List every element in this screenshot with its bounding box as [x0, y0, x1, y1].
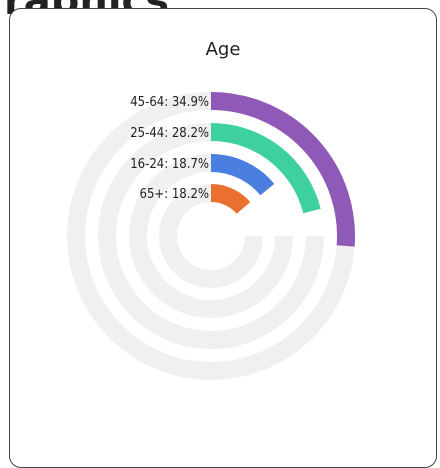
chart-title: Age: [205, 39, 241, 60]
chart-bars: [210, 92, 355, 247]
label-16-24: 16-24: 18.7%: [130, 157, 209, 172]
label-45-64: 45-64: 34.9%: [130, 95, 209, 110]
chart-labels: 45-64: 34.9% 25-44: 28.2% 16-24: 18.7% 65+:…: [130, 95, 209, 202]
track-16-24: [129, 154, 293, 318]
track-25-44: [98, 123, 324, 349]
label-65+: 65+: 18.2%: [140, 187, 209, 202]
chart-tracks: [67, 92, 355, 380]
bar-16-24: [210, 154, 275, 196]
bar-25-44: [210, 123, 321, 214]
label-25-44: 25-44: 28.2%: [130, 126, 209, 141]
age-radial-chart: 45-64: 34.9% 25-44: 28.2% 16-24: 18.7% 65+:…: [67, 92, 355, 380]
track-65+: [159, 184, 263, 288]
track-45-64: [67, 92, 355, 380]
bar-65+: [210, 184, 251, 215]
bar-45-64: [210, 92, 355, 247]
